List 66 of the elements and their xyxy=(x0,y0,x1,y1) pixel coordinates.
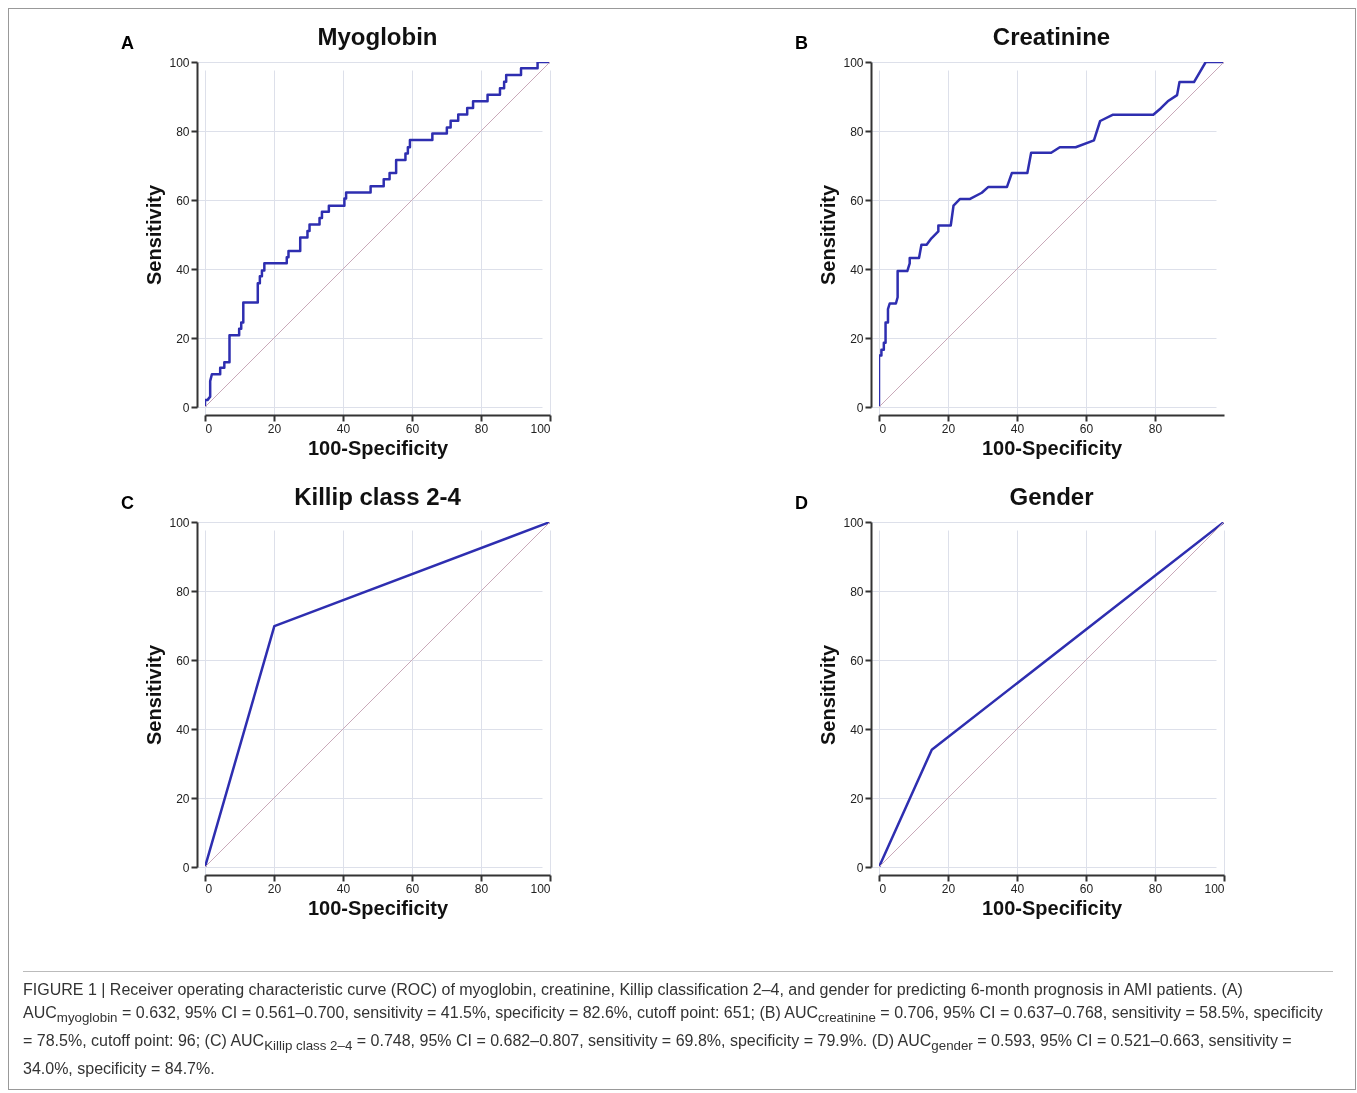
y-tick-label: 0 xyxy=(856,400,864,415)
x-tick-label: 80 xyxy=(474,421,489,436)
y-tick-label: 0 xyxy=(856,860,864,875)
x-tick-label: 0 xyxy=(879,881,887,896)
x-axis-title: 100-Specificity xyxy=(307,436,449,459)
line-series xyxy=(879,62,1224,407)
x-tick-label: 20 xyxy=(941,421,956,436)
y-tick-label: 20 xyxy=(176,331,190,346)
x-tick-label: 20 xyxy=(941,881,956,896)
y-tick-label: 40 xyxy=(176,262,190,277)
x-tick-label: 20 xyxy=(267,881,282,896)
y-tick-label: 40 xyxy=(850,262,864,277)
y-tick-label: 80 xyxy=(176,124,190,139)
x-tick-label: 0 xyxy=(205,421,213,436)
y-tick-label: 100 xyxy=(843,55,864,70)
y-tick-label: 80 xyxy=(850,584,864,599)
x-tick-label: 0 xyxy=(205,881,213,896)
text: C xyxy=(121,493,134,514)
y-tick-label: 40 xyxy=(850,722,864,737)
x-tick-label: 20 xyxy=(267,421,282,436)
y-tick-label: 60 xyxy=(176,193,190,208)
y-axis-title: Sensitivity xyxy=(817,644,840,746)
text: FIGURE 1 | Receiver operating characteristic curve (ROC) of myoglobin, creatinine, Killip classification 2–4, and gender for predicting 6-month prognosis in AMI patients. (A) AUC$_{myoglobin}$ = 0.632, 95% CI = 0.561–0.700, sensitivity = 41.5%, specificity = 82.6%, cutoff point: 651; (B) AUC$_{creatinine}$ = 0.706, 95% CI = 0.637–0.768, sensitivity = 58.5%, specificity = 78.5%, cutoff point: 96; (C) AUC$_{Killip class 2–4}$ = 0.748, 95% CI = 0.682–0.807, sensitivity = 69.8%, specificity = 79.9%. (D) AUC$_{gender}$ = 0.593, 95% CI = 0.521–0.663, sensitivity = 34.0%, specificity = 84.7%. xyxy=(23,981,1323,1078)
x-tick-label: 40 xyxy=(1010,421,1025,436)
y-tick-label: 20 xyxy=(176,791,190,806)
chart-title: Killip class 2-4 xyxy=(294,483,462,510)
y-tick-label: 100 xyxy=(169,55,190,70)
x-tick-label: 100 xyxy=(1204,881,1225,896)
y-tick-label: 80 xyxy=(176,584,190,599)
x-tick-label: 60 xyxy=(1079,421,1094,436)
y-tick-label: 100 xyxy=(169,515,190,530)
x-tick-label: 80 xyxy=(1148,881,1163,896)
chart-title: Creatinine xyxy=(992,23,1111,50)
line-series xyxy=(205,62,550,407)
y-tick-label: 40 xyxy=(176,722,190,737)
y-tick-label: 60 xyxy=(176,653,190,668)
chart-title: Myoglobin xyxy=(317,23,438,50)
y-tick-label: 60 xyxy=(850,193,864,208)
x-tick-label: 60 xyxy=(405,881,420,896)
y-tick-label: 80 xyxy=(850,124,864,139)
y-tick-label: 20 xyxy=(850,331,864,346)
x-tick-label: 80 xyxy=(1148,421,1163,436)
text: A xyxy=(121,33,134,54)
y-axis-title: Sensitivity xyxy=(143,184,166,286)
x-tick-label: 40 xyxy=(1010,881,1025,896)
x-axis-title: 100-Specificity xyxy=(307,896,449,919)
x-axis-title: 100-Specificity xyxy=(981,896,1123,919)
text: D xyxy=(795,493,808,514)
x-tick-label: 0 xyxy=(879,421,887,436)
y-tick-label: 0 xyxy=(182,400,190,415)
x-tick-label: 40 xyxy=(336,881,351,896)
x-tick-label: 60 xyxy=(405,421,420,436)
text: B xyxy=(795,33,808,54)
y-tick-label: 20 xyxy=(850,791,864,806)
x-tick-label: 40 xyxy=(336,421,351,436)
x-tick-label: 80 xyxy=(474,881,489,896)
x-tick-label: 100 xyxy=(530,881,551,896)
y-axis-title: Sensitivity xyxy=(143,644,166,746)
y-axis-title: Sensitivity xyxy=(817,184,840,286)
x-axis-title: 100-Specificity xyxy=(981,436,1123,459)
y-tick-label: 100 xyxy=(843,515,864,530)
chart-title: Gender xyxy=(1009,483,1094,510)
x-tick-label: 100 xyxy=(530,421,551,436)
y-tick-label: 0 xyxy=(182,860,190,875)
y-tick-label: 60 xyxy=(850,653,864,668)
x-tick-label: 60 xyxy=(1079,881,1094,896)
